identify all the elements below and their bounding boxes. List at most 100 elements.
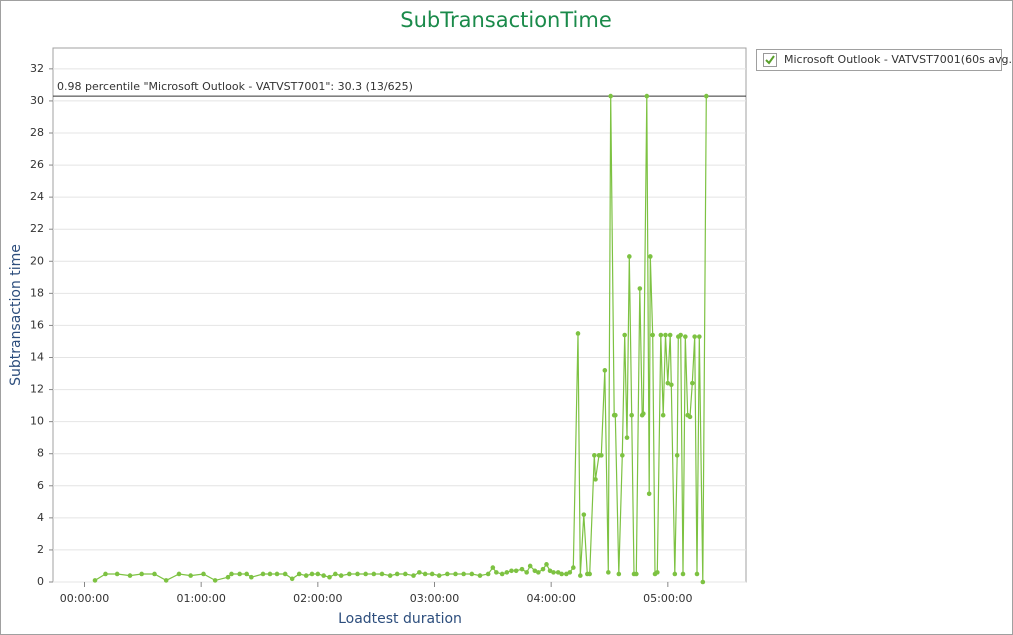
data-point: [544, 562, 549, 567]
x-tick-label: 01:00:00: [176, 592, 225, 605]
data-point: [532, 568, 538, 574]
data-point: [315, 571, 321, 577]
data-point: [704, 93, 709, 99]
x-tick-label: 05:00:00: [643, 592, 692, 605]
data-point: [422, 571, 428, 577]
data-point: [267, 571, 273, 577]
data-point: [163, 578, 169, 583]
data-point: [559, 571, 564, 577]
data-point: [555, 570, 561, 575]
data-point: [674, 453, 680, 458]
data-point: [593, 477, 598, 482]
data-point: [114, 571, 120, 577]
y-tick-label: 8: [37, 447, 44, 460]
data-point: [669, 382, 674, 388]
data-point: [453, 571, 458, 577]
y-tick-label: 26: [30, 158, 44, 171]
data-point: [469, 571, 475, 577]
reference-label: 0.98 percentile "Microsoft Outlook - VAT…: [57, 80, 413, 93]
chart-title: SubTransactionTime: [400, 8, 612, 32]
data-point: [229, 571, 234, 577]
data-point: [578, 573, 583, 578]
data-point: [564, 571, 569, 577]
x-tick-label: 02:00:00: [293, 592, 342, 605]
data-point: [103, 571, 108, 577]
x-axis-label: Loadtest duration: [338, 611, 462, 627]
data-point: [616, 571, 622, 577]
y-tick-label: 12: [30, 383, 44, 396]
data-point: [249, 574, 254, 580]
data-point: [303, 573, 309, 578]
data-point: [333, 571, 338, 577]
data-point: [648, 254, 653, 259]
x-tick-label: 03:00:00: [410, 592, 459, 605]
data-point: [667, 332, 673, 338]
data-point: [411, 573, 416, 578]
x-tick-label: 04:00:00: [526, 592, 575, 605]
data-point: [519, 566, 525, 572]
data-point: [212, 578, 218, 583]
data-point: [687, 414, 693, 420]
data-point: [403, 571, 408, 577]
data-point: [629, 412, 634, 418]
data-point: [338, 573, 344, 578]
data-point: [665, 380, 671, 386]
data-point: [575, 331, 581, 336]
data-point: [620, 453, 625, 458]
data-point: [387, 573, 393, 578]
data-point: [599, 453, 604, 458]
data-point: [672, 571, 678, 577]
data-point: [327, 574, 332, 580]
data-point: [379, 571, 385, 577]
data-point: [592, 453, 597, 458]
data-point: [646, 491, 652, 497]
data-point: [622, 332, 627, 338]
data-point: [540, 566, 546, 572]
data-point: [551, 570, 556, 575]
data-point: [680, 571, 686, 577]
data-point: [660, 412, 666, 418]
y-tick-label: 22: [30, 222, 44, 235]
data-point: [697, 334, 702, 339]
data-point: [296, 571, 302, 577]
data-point: [634, 571, 639, 577]
data-point: [225, 574, 231, 580]
data-point: [613, 412, 618, 418]
data-point: [700, 579, 706, 585]
data-point: [658, 332, 664, 338]
data-point: [321, 573, 326, 578]
data-point: [347, 571, 352, 577]
y-tick-label: 4: [37, 511, 44, 524]
data-point: [627, 254, 632, 259]
data-point: [152, 571, 157, 577]
data-point: [655, 570, 660, 575]
data-point: [678, 332, 683, 338]
data-point: [461, 571, 466, 577]
y-tick-label: 16: [30, 318, 44, 331]
data-point: [188, 573, 193, 578]
data-point: [637, 286, 643, 291]
y-tick-label: 2: [37, 543, 44, 556]
data-point: [694, 571, 700, 577]
data-point: [139, 571, 144, 577]
data-point: [371, 571, 377, 577]
data-point: [201, 571, 206, 577]
data-point: [394, 571, 400, 577]
y-tick-label: 24: [30, 190, 44, 203]
legend[interactable]: Microsoft Outlook - VATVST7001(60s avg.): [756, 49, 1013, 71]
y-tick-label: 32: [30, 62, 44, 75]
data-point: [289, 576, 295, 582]
data-point: [581, 512, 587, 517]
data-point: [490, 565, 496, 570]
data-point: [571, 565, 576, 570]
data-point: [524, 570, 529, 575]
data-point: [429, 571, 435, 577]
data-point: [282, 571, 288, 577]
data-point: [650, 332, 655, 338]
data-point: [624, 435, 630, 440]
data-point: [417, 570, 422, 575]
data-point: [176, 571, 182, 577]
legend-box: [756, 49, 1002, 71]
data-point: [494, 570, 499, 575]
